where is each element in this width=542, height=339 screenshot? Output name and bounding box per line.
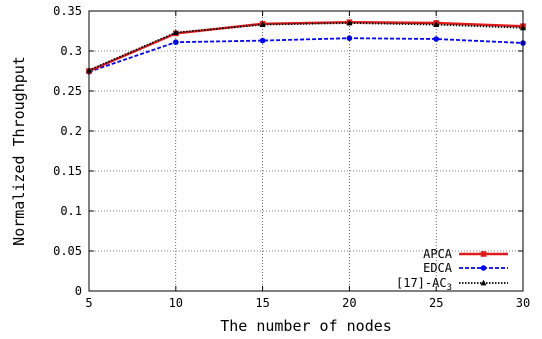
y-tick-label: 0.35 (53, 4, 82, 18)
data-point-17-ac (346, 19, 353, 26)
data-point-17-ac (433, 21, 440, 27)
legend-item-apca: APCA (423, 247, 508, 261)
data-point-edca (259, 37, 266, 44)
y-tick-label: 0 (75, 284, 82, 298)
y-axis-ticks: 0 0.05 0.1 0.15 0.2 0.25 0.3 0.35 (53, 4, 523, 298)
legend-marker (480, 265, 487, 271)
y-tick-label: 0.3 (60, 44, 82, 58)
series-apca (86, 19, 526, 74)
legend-marker (480, 279, 487, 286)
y-tick-label: 0.15 (53, 164, 82, 178)
legend-label: EDCA (423, 261, 453, 275)
legend-marker (480, 251, 487, 257)
series-line-17-ac (88, 22, 524, 72)
y-axis-title: Normalized Throughput (10, 56, 28, 246)
legend-label: APCA (423, 247, 453, 261)
series-line-edca (88, 37, 524, 73)
data-point-17-ac (259, 21, 266, 27)
y-tick-label: 0.25 (53, 84, 82, 98)
data-point-edca (346, 35, 353, 41)
data-point-17-ac (172, 29, 179, 35)
x-tick-label: 30 (516, 296, 530, 310)
series-edca (86, 35, 526, 75)
series-lines (86, 19, 526, 75)
y-tick-label: 0.05 (53, 244, 82, 258)
x-tick-label: 15 (255, 296, 269, 310)
x-tick-label: 25 (429, 296, 443, 310)
legend-label: [17]-AC3 (396, 276, 452, 293)
legend-item-17-ac: [17]-AC3 (396, 276, 508, 293)
x-axis-ticks: 5 10 15 20 25 30 (85, 11, 530, 310)
data-point-edca (433, 36, 440, 42)
x-tick-label: 20 (342, 296, 356, 310)
series-17-ac (86, 19, 526, 73)
x-tick-label: 5 (85, 296, 92, 310)
legend-item-edca: EDCA (423, 261, 508, 275)
x-tick-label: 10 (169, 296, 183, 310)
x-axis-title: The number of nodes (220, 317, 392, 335)
y-tick-label: 0.2 (60, 124, 82, 138)
series-line-apca (88, 20, 524, 73)
data-point-edca (173, 39, 179, 45)
y-tick-label: 0.1 (60, 204, 82, 218)
plot-frame (88, 10, 524, 292)
grid-lines (89, 11, 523, 291)
